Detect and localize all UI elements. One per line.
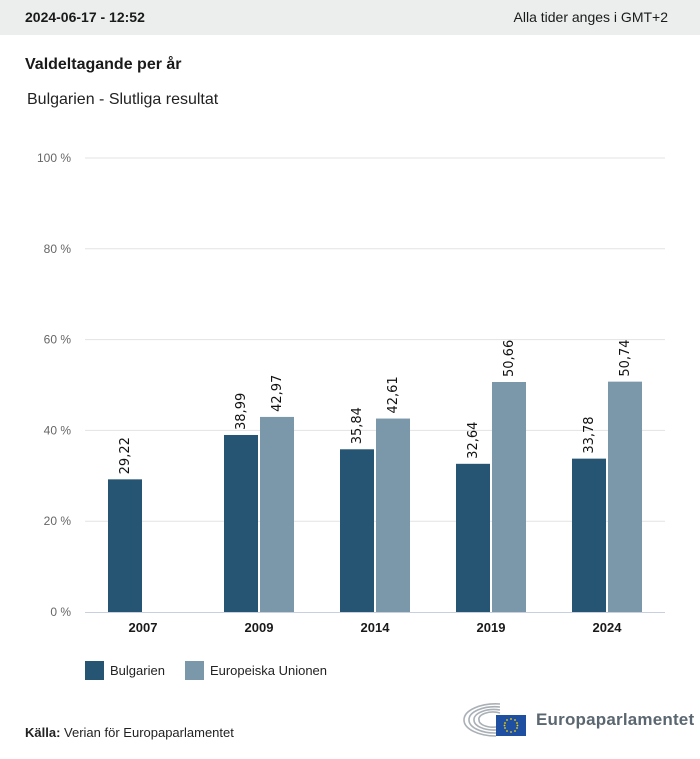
y-tick-label: 80 % [44, 242, 72, 256]
x-tick-label: 2009 [245, 620, 274, 635]
parliament-hemicycle-icon [463, 703, 526, 737]
y-tick-label: 0 % [50, 605, 71, 619]
x-tick-label: 2007 [129, 620, 158, 635]
legend-item-bulgaria[interactable]: Bulgarien [85, 661, 165, 680]
data-label: 33,78 [582, 416, 597, 453]
data-label: 38,99 [234, 393, 249, 430]
y-tick-label: 100 % [37, 151, 71, 165]
data-label: 42,97 [270, 375, 285, 412]
timestamp: 2024-06-17 - 12:52 [25, 9, 145, 25]
source-label: Källa: [25, 725, 61, 740]
y-tick-label: 20 % [44, 514, 72, 528]
x-tick-label: 2019 [477, 620, 506, 635]
data-label: 35,84 [350, 407, 365, 444]
legend-label-eu: Europeiska Unionen [209, 663, 328, 678]
legend-swatch-eu [184, 661, 204, 680]
chart-subtitle: Bulgarien - Slutliga resultat [27, 91, 219, 108]
bar-bulgaria-2014[interactable] [340, 449, 374, 612]
ep-logo: Europaparlamentet [460, 700, 694, 740]
logo-text: Europaparlamentet [536, 710, 695, 729]
x-tick-label: 2024 [593, 620, 623, 635]
turnout-bar-chart: 0 % 20 % 40 % 60 % 80 % 100 % 29,22 2007 38,99 42… [37, 151, 665, 635]
bar-bulgaria-2019[interactable] [456, 463, 490, 612]
legend-item-eu[interactable]: Europeiska Unionen [184, 661, 328, 680]
data-label: 42,61 [386, 376, 401, 413]
bar-bulgaria-2024[interactable] [572, 458, 606, 612]
source-text: Verian för Europaparlamentet [64, 725, 234, 740]
chart-title: Valdeltagande per år [25, 56, 182, 73]
legend-swatch-bulgaria [85, 661, 104, 680]
bar-eu-2024[interactable] [608, 381, 642, 612]
source-note: Källa: Verian för Europaparlamentet [25, 725, 234, 740]
data-label: 50,74 [618, 339, 633, 376]
data-label: 29,22 [118, 437, 133, 474]
eu-flag-icon [496, 715, 526, 736]
legend-label-bulgaria: Bulgarien [110, 663, 165, 678]
y-tick-label: 40 % [44, 423, 72, 437]
bar-bulgaria-2007[interactable] [108, 479, 142, 612]
legend: Bulgarien Europeiska Unionen [85, 661, 347, 680]
x-tick-label: 2014 [361, 620, 391, 635]
y-tick-label: 60 % [44, 333, 72, 347]
bar-eu-2019[interactable] [492, 382, 526, 612]
data-label: 50,66 [502, 340, 517, 377]
bar-eu-2014[interactable] [376, 418, 410, 612]
timezone-note: Alla tider anges i GMT+2 [513, 9, 668, 25]
bar-bulgaria-2009[interactable] [224, 434, 258, 612]
data-label: 32,64 [466, 422, 481, 459]
bar-eu-2009[interactable] [260, 416, 294, 612]
top-bar: 2024-06-17 - 12:52 Alla tider anges i GM… [0, 0, 700, 35]
